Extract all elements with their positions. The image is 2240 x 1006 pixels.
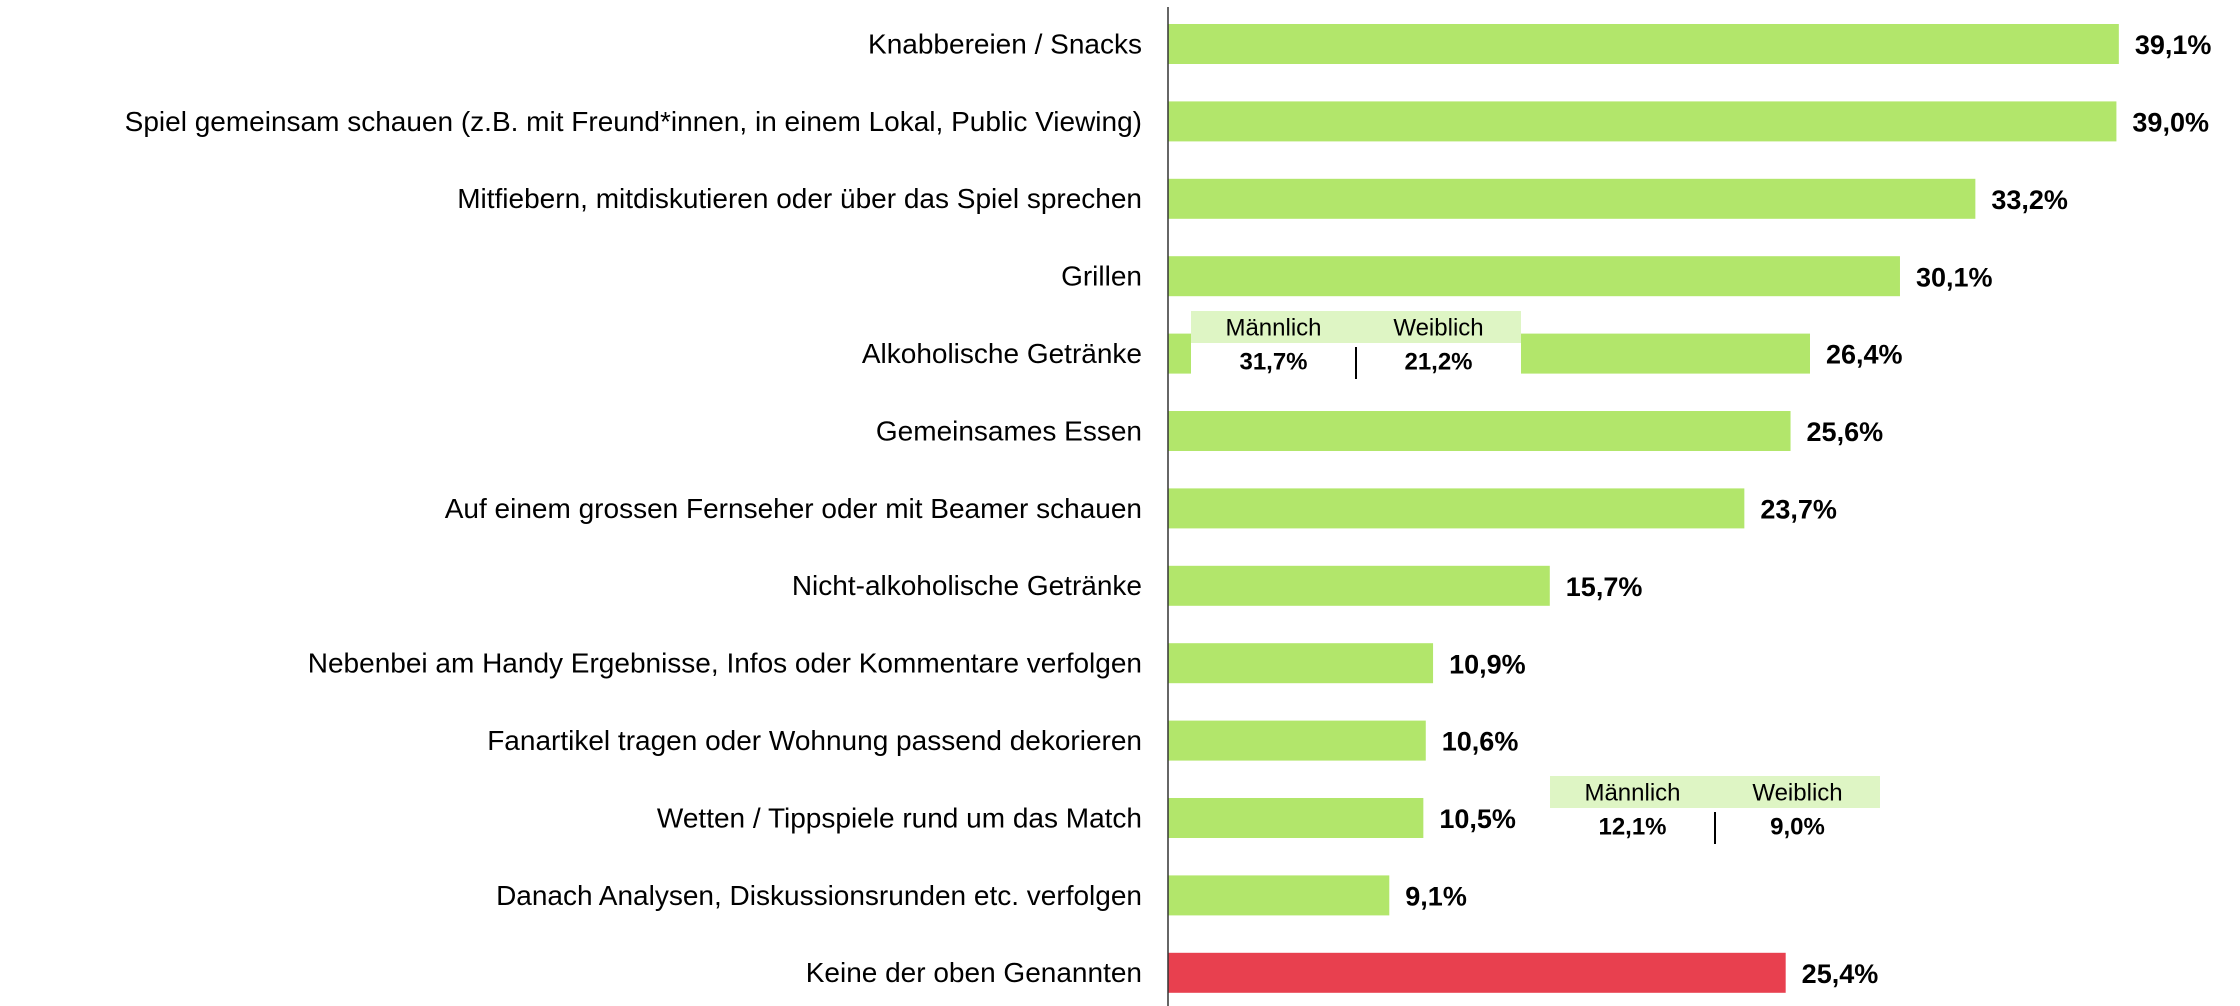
category-label: Spiel gemeinsam schauen (z.B. mit Freund… bbox=[125, 106, 1142, 137]
annotation-label: Männlich bbox=[1584, 779, 1680, 806]
value-label: 25,6% bbox=[1807, 417, 1884, 447]
bar bbox=[1168, 565, 1550, 606]
bar bbox=[1168, 875, 1390, 916]
bar bbox=[1168, 720, 1426, 761]
value-label: 15,7% bbox=[1566, 572, 1643, 602]
value-label: 30,1% bbox=[1916, 262, 1993, 292]
bar bbox=[1168, 643, 1434, 684]
bar bbox=[1168, 101, 2117, 142]
value-label: 23,7% bbox=[1760, 495, 1837, 525]
bar bbox=[1168, 178, 1976, 219]
bar bbox=[1168, 24, 2119, 64]
category-label: Keine der oben Genannten bbox=[806, 957, 1142, 988]
category-label: Mitfiebern, mitdiskutieren oder über das… bbox=[457, 183, 1142, 214]
value-label: 33,2% bbox=[1991, 185, 2068, 215]
annotation-value: 31,7% bbox=[1239, 348, 1307, 375]
bar bbox=[1168, 411, 1791, 451]
bar bbox=[1168, 798, 1424, 838]
category-label: Fanartikel tragen oder Wohnung passend d… bbox=[487, 725, 1142, 756]
annotation-label: Männlich bbox=[1225, 314, 1321, 341]
category-label: Grillen bbox=[1061, 261, 1142, 292]
category-label: Danach Analysen, Diskussionsrunden etc. … bbox=[496, 880, 1142, 911]
category-label: Auf einem grossen Fernseher oder mit Bea… bbox=[445, 493, 1142, 524]
annotation-label: Weiblich bbox=[1393, 314, 1483, 341]
value-label: 9,1% bbox=[1405, 882, 1467, 912]
annotation-header bbox=[1191, 311, 1521, 343]
annotation-value: 12,1% bbox=[1598, 813, 1666, 840]
value-label: 25,4% bbox=[1802, 959, 1879, 989]
category-label: Nicht-alkoholische Getränke bbox=[792, 570, 1142, 601]
category-label: Wetten / Tippspiele rund um das Match bbox=[657, 802, 1142, 833]
bar bbox=[1168, 488, 1745, 529]
value-label: 10,6% bbox=[1442, 727, 1519, 757]
value-label: 10,9% bbox=[1449, 649, 1526, 679]
category-label: Gemeinsames Essen bbox=[876, 415, 1142, 446]
annotation-header bbox=[1550, 776, 1880, 808]
bar bbox=[1168, 256, 1900, 297]
category-label: Nebenbei am Handy Ergebnisse, Infos oder… bbox=[308, 648, 1142, 679]
value-label: 26,4% bbox=[1826, 340, 1903, 370]
annotation-value: 21,2% bbox=[1404, 348, 1472, 375]
category-label: Knabbereien / Snacks bbox=[868, 28, 1142, 59]
value-label: 10,5% bbox=[1439, 804, 1516, 834]
annotation-value: 9,0% bbox=[1770, 813, 1825, 840]
value-label: 39,0% bbox=[2132, 108, 2209, 138]
annotation-label: Weiblich bbox=[1752, 779, 1842, 806]
value-label: 39,1% bbox=[2135, 30, 2212, 60]
bar bbox=[1168, 952, 1786, 993]
category-label: Alkoholische Getränke bbox=[862, 338, 1142, 369]
